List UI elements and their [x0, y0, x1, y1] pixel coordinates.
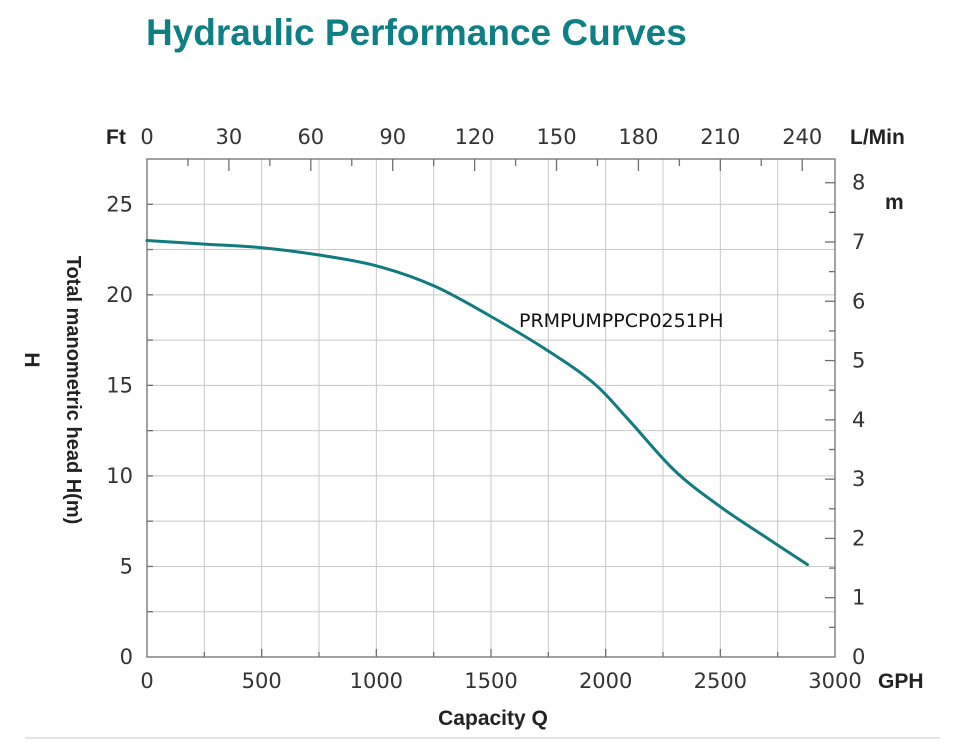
y-right-tick-label: 2	[852, 526, 865, 550]
y-right-tick-label: 3	[852, 467, 865, 491]
grid	[147, 159, 835, 657]
y-left-tick-label: 10	[106, 464, 133, 488]
x-unit: GPH	[878, 670, 924, 693]
y-left-tick-label: 20	[106, 283, 133, 307]
x-tick-label: 500	[242, 669, 282, 693]
chart-title: Hydraulic Performance Curves	[146, 12, 687, 53]
y-right-tick-label: 1	[852, 586, 865, 610]
y-left-tick-label: 5	[120, 554, 133, 578]
x-tick-label: 3000	[808, 669, 861, 693]
series-label: PRMPUMPPCP0251PH	[519, 310, 724, 332]
y-axis-label: Total manometric head H(m)	[62, 256, 84, 525]
x-top-tick-label: 0	[140, 125, 153, 149]
y-left-tick-label: 25	[106, 192, 133, 216]
y-right-tick-label: 5	[852, 349, 865, 373]
x-top-tick-label: 180	[618, 125, 658, 149]
y-left-unit: Ft	[106, 126, 126, 149]
performance-curve	[145, 239, 809, 567]
y-right-tick-label: 6	[852, 289, 865, 313]
x-top-unit: L/Min	[850, 126, 905, 149]
x-tick-label: 2500	[694, 669, 747, 693]
x-tick-label: 2000	[579, 669, 632, 693]
y-right-tick-label: 0	[852, 645, 865, 669]
y-right-tick-label: 4	[852, 408, 865, 432]
x-tick-label: 1500	[464, 669, 517, 693]
x-top-tick-label: 30	[216, 125, 243, 149]
y-axis-letter: H	[20, 352, 43, 367]
x-top-tick-label: 210	[700, 125, 740, 149]
y-right-unit: m	[885, 191, 904, 214]
y-right-tick-label: 8	[852, 171, 865, 195]
x-top-tick-label: 120	[455, 125, 495, 149]
x-tick-label: 0	[140, 669, 153, 693]
x-tick-label: 1000	[350, 669, 403, 693]
y-right-tick-label: 7	[852, 230, 865, 254]
plot-frame	[146, 158, 836, 658]
y-left-tick-label: 0	[120, 645, 133, 669]
x-top-tick-label: 90	[379, 125, 406, 149]
x-top-tick-label: 60	[297, 125, 324, 149]
y-left-tick-label: 15	[106, 373, 133, 397]
x-top-tick-label: 150	[536, 125, 576, 149]
x-top-tick-label: 240	[782, 125, 822, 149]
x-axis-label: Capacity Q	[438, 707, 548, 730]
